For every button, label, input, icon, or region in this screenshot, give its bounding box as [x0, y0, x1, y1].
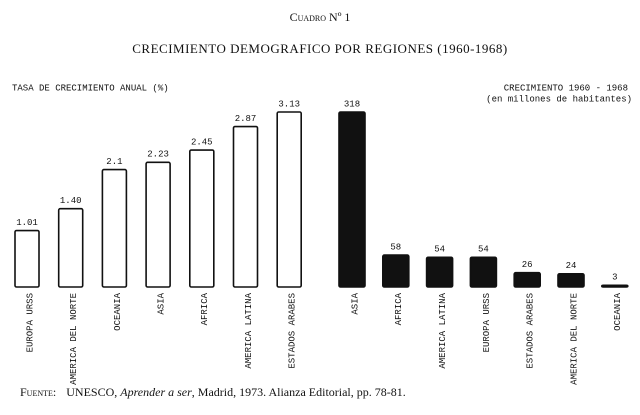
source-text: UNESCO, — [66, 385, 120, 399]
bar — [513, 271, 542, 288]
x-tick-label: ESTADOS ARABES — [526, 293, 536, 369]
source-text: , Madrid, 1973. Alianza Editorial, pp. 7… — [192, 385, 406, 399]
value-label: 54 — [434, 245, 445, 255]
x-tick-label: AMERICA LATINA — [244, 292, 254, 368]
value-label: 3 — [612, 273, 617, 283]
bar — [232, 125, 259, 288]
source-title: Aprender a ser — [119, 385, 192, 399]
x-tick-label: AFRICA — [394, 292, 404, 325]
bar — [145, 161, 171, 288]
x-tick-label: EUROPA URSS — [25, 293, 35, 352]
value-label: 58 — [390, 242, 401, 252]
y-sublabel: (en millones de habitantes) — [486, 94, 632, 104]
bar — [469, 256, 498, 288]
value-label: 2.1 — [106, 157, 122, 167]
x-tick-label: ASIA — [156, 292, 166, 314]
bar — [14, 229, 40, 288]
value-label: 2.45 — [191, 137, 213, 147]
value-label: 2.23 — [147, 150, 169, 160]
x-tick-label: ESTADOS ARABES — [288, 293, 298, 369]
value-label: 2.87 — [235, 114, 257, 124]
bar — [381, 254, 410, 288]
source-label: Fuente: — [20, 385, 56, 399]
value-label: 318 — [344, 99, 360, 109]
value-label: 1.01 — [16, 218, 38, 228]
bar — [189, 149, 215, 288]
bar — [57, 207, 84, 288]
x-tick-label: OCEANIA — [613, 292, 623, 330]
x-tick-label: AMERICA DEL NORTE — [69, 293, 79, 385]
x-tick-label: AFRICA — [200, 292, 210, 325]
value-label: 26 — [522, 260, 533, 270]
source: Fuente: UNESCO, Aprender a ser, Madrid, 1… — [20, 385, 406, 399]
bar — [101, 168, 128, 288]
value-label: 3.13 — [278, 99, 300, 109]
chart-title: CRECIMIENTO DEMOGRAFICO POR REGIONES (19… — [132, 41, 508, 56]
value-label: 54 — [478, 245, 489, 255]
bar — [557, 272, 585, 288]
y-label: CRECIMIENTO 1960 - 1968 — [504, 83, 628, 93]
bar — [276, 111, 303, 288]
x-tick-label: EUROPA URSS — [482, 293, 492, 352]
bar — [338, 111, 366, 288]
x-tick-label: OCEANIA — [113, 292, 123, 330]
y-label: TASA DE CRECIMIENTO ANUAL (%) — [12, 83, 169, 93]
x-tick-label: AMERICA LATINA — [438, 292, 448, 368]
caption: Cuadro Nº 1 — [290, 10, 351, 24]
x-tick-label: AMERICA DEL NORTE — [569, 293, 579, 385]
value-label: 24 — [566, 261, 577, 271]
bar — [425, 256, 454, 288]
value-label: 1.40 — [60, 196, 82, 206]
x-tick-label: ASIA — [350, 292, 360, 314]
bar — [600, 284, 629, 288]
